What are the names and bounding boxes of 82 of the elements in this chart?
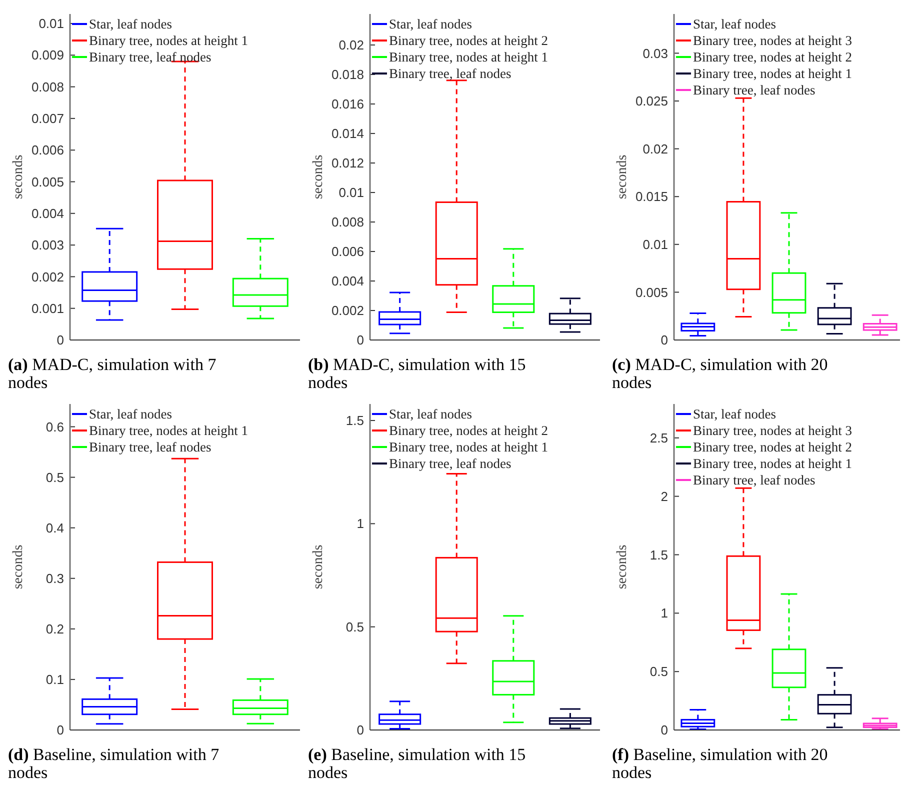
y-tick-label: 0.004 bbox=[331, 274, 364, 289]
y-tick-label: 0.002 bbox=[31, 269, 64, 284]
y-tick-label: 0.012 bbox=[331, 156, 364, 171]
y-tick-label: 0.2 bbox=[46, 621, 64, 636]
y-tick-label: 0 bbox=[356, 332, 364, 348]
y-tick-label: 0 bbox=[356, 722, 364, 738]
y-tick-label: 0.009 bbox=[31, 48, 64, 63]
y-tick-label: 0.02 bbox=[642, 141, 668, 156]
y-tick-label: 0.014 bbox=[331, 126, 364, 142]
y-tick-label: 0.015 bbox=[635, 189, 668, 204]
legend-label: Binary tree, nodes at height 1 bbox=[89, 33, 248, 48]
y-tick-label: 0.001 bbox=[31, 300, 64, 316]
legend-label: Star, leaf nodes bbox=[693, 406, 776, 422]
text: (b) MAD-C, simulation with 15 nodes bbox=[308, 355, 526, 392]
legend-label: Binary tree, nodes at height 1 bbox=[389, 440, 548, 455]
y-tick-label: 0.006 bbox=[31, 142, 64, 158]
y-axis-title: seconds bbox=[11, 544, 26, 590]
y-tick-label: 0.025 bbox=[635, 94, 668, 109]
legend-label: Binary tree, nodes at height 3 bbox=[693, 423, 852, 438]
y-tick-label: 0.005 bbox=[31, 174, 64, 190]
y-axis-title: seconds bbox=[311, 544, 326, 590]
legend-label: Binary tree, nodes at height 2 bbox=[389, 423, 548, 438]
text: (a) MAD-C, simulation with 7 nodes bbox=[8, 355, 217, 392]
y-axis-title: seconds bbox=[311, 154, 326, 200]
legend-label: Binary tree, leaf nodes bbox=[389, 66, 512, 82]
y-tick-label: 0.3 bbox=[46, 570, 64, 586]
y-tick-label: 0 bbox=[56, 722, 64, 738]
y-tick-label: 0 bbox=[660, 332, 668, 348]
legend-label: Binary tree, nodes at height 2 bbox=[693, 50, 852, 65]
y-axis-title: seconds bbox=[11, 154, 26, 200]
legend-label: Star, leaf nodes bbox=[389, 16, 472, 32]
y-tick-label: 0.018 bbox=[331, 67, 364, 82]
legend-label: Binary tree, leaf nodes bbox=[89, 50, 212, 65]
y-tick-label: 2 bbox=[660, 488, 668, 504]
y-tick-label: 2.5 bbox=[650, 430, 668, 446]
y-tick-label: 0 bbox=[56, 332, 64, 348]
legend-label: Binary tree, leaf nodes bbox=[693, 82, 816, 98]
text: (e) Baseline, simulation with 15 nodes bbox=[308, 745, 526, 782]
y-tick-label: 0.005 bbox=[635, 284, 668, 300]
y-tick-label: 0 bbox=[660, 722, 668, 738]
y-tick-label: 0.1 bbox=[46, 672, 64, 688]
y-tick-label: 1.5 bbox=[346, 413, 364, 428]
legend-label: Binary tree, nodes at height 1 bbox=[693, 66, 852, 82]
legend-label: Star, leaf nodes bbox=[389, 406, 472, 422]
legend-label: Binary tree, leaf nodes bbox=[693, 472, 816, 488]
legend-label: Star, leaf nodes bbox=[89, 406, 172, 422]
legend-label: Star, leaf nodes bbox=[89, 16, 172, 32]
y-tick-label: 1.5 bbox=[650, 547, 668, 562]
legend-label: Binary tree, nodes at height 1 bbox=[693, 456, 852, 472]
y-tick-label: 0.5 bbox=[46, 470, 64, 485]
legend-label: Binary tree, nodes at height 2 bbox=[693, 440, 852, 455]
y-axis-title: seconds bbox=[615, 544, 630, 590]
y-tick-label: 0.006 bbox=[331, 244, 364, 260]
y-tick-label: 0.6 bbox=[46, 419, 64, 434]
y-tick-label: 0.5 bbox=[346, 619, 364, 634]
text: (f) Baseline, simulation with 20 nodes bbox=[612, 745, 828, 782]
legend-label: Star, leaf nodes bbox=[693, 16, 776, 32]
legend-label: Binary tree, nodes at height 1 bbox=[89, 423, 248, 438]
y-tick-label: 0.004 bbox=[31, 206, 64, 221]
y-tick-label: 0.4 bbox=[46, 520, 64, 536]
text: (d) Baseline, simulation with 7 nodes bbox=[8, 745, 220, 782]
y-tick-label: 0.5 bbox=[650, 664, 668, 680]
y-tick-label: 0.01 bbox=[38, 16, 64, 32]
y-tick-label: 0.01 bbox=[338, 185, 364, 200]
y-tick-label: 0.002 bbox=[331, 303, 364, 318]
y-tick-label: 0.003 bbox=[31, 238, 64, 253]
legend-label: Binary tree, nodes at height 3 bbox=[693, 33, 852, 48]
y-axis-title: seconds bbox=[615, 154, 630, 200]
y-tick-label: 0.007 bbox=[31, 110, 64, 126]
legend-label: Binary tree, leaf nodes bbox=[89, 440, 212, 455]
y-tick-label: 0.016 bbox=[331, 96, 364, 112]
y-tick-label: 1 bbox=[660, 606, 668, 621]
y-tick-label: 0.03 bbox=[642, 46, 668, 61]
legend-label: Binary tree, leaf nodes bbox=[389, 456, 512, 472]
y-tick-label: 1 bbox=[356, 516, 364, 532]
legend-label: Binary tree, nodes at height 1 bbox=[389, 50, 548, 65]
y-tick-label: 0.02 bbox=[338, 38, 364, 53]
text: (c) MAD-C, simulation with 20 nodes bbox=[612, 355, 828, 392]
y-tick-label: 0.01 bbox=[642, 236, 668, 252]
y-tick-label: 0.008 bbox=[31, 79, 64, 94]
legend-label: Binary tree, nodes at height 2 bbox=[389, 33, 548, 48]
y-tick-label: 0.008 bbox=[331, 214, 364, 230]
